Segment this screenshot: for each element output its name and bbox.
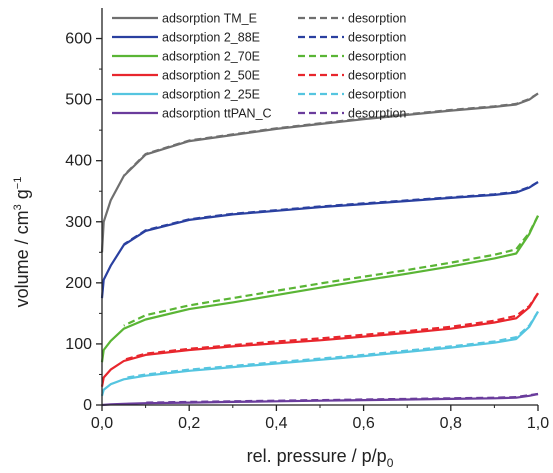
y-axis-title-part-2: 3 [12,204,24,210]
series-5-adsorption-line [101,392,539,407]
y-tick-label-3: 300 [65,214,92,231]
legend-desorption-label-1: desorption [348,31,406,45]
series-0-adsorption-line [100,92,539,253]
y-tick-label-2: 200 [65,275,92,292]
legend-adsorption-label-2: adsorption 2_70E [162,50,260,64]
x-tick-label-2: 0,4 [265,415,287,432]
legend-adsorption-label-0: adsorption TM_E [162,12,257,26]
plot-area [100,92,539,407]
y-tick-label-1: 100 [65,336,92,353]
x-axis-title-sub: 0 [387,456,394,470]
legend-desorption-label-5: desorption [348,107,406,121]
legend-adsorption-label-1: adsorption 2_88E [162,31,260,45]
x-axis-title-main: rel. pressure / p/p [247,446,387,466]
legend-desorption-label-0: desorption [348,12,406,26]
y-axis-title-part-4: −1 [12,177,24,190]
legend-desorption-label-3: desorption [348,69,406,83]
legend-desorption-label-4: desorption [348,88,406,102]
x-tick-label-0: 0,0 [91,415,113,432]
y-tick-label-0: 0 [83,397,92,414]
legend-desorption-label-2: desorption [348,50,406,64]
legend: adsorption TM_E desorption adsorption 2_88… [112,12,406,121]
y-tick-label-4: 400 [65,153,92,170]
y-tick-label-5: 500 [65,92,92,109]
y-axis-title-part-3: g [12,189,32,204]
y-tick-label-6: 600 [65,31,92,48]
legend-adsorption-label-4: adsorption 2_25E [162,88,260,102]
x-tick-label-5: 1,0 [527,415,549,432]
series-1-desorption-line [123,181,539,246]
y-axis-title-part-1: volume / cm [12,210,32,307]
x-tick-label-4: 0,8 [440,415,462,432]
x-tick-label-1: 0,2 [178,415,200,432]
x-tick-label-3: 0,6 [352,415,374,432]
x-axis-title: rel. pressure / p/p0 [247,446,394,470]
series-1-adsorption-line [100,181,539,299]
series-2-adsorption-line [100,215,539,363]
y-axis-title: volume / cm3 g−1 [12,177,32,308]
series-4-desorption-line [123,311,539,380]
series-3-adsorption-line [100,292,539,387]
legend-adsorption-label-3: adsorption 2_50E [162,69,260,83]
axes: 0 100 200 300 400 500 600 0,0 0,2 0,4 0,6 0,8 1,0 [65,8,549,432]
legend-adsorption-label-5: adsorption ttPAN_C [162,107,272,121]
series-4-adsorption-line [100,311,539,397]
